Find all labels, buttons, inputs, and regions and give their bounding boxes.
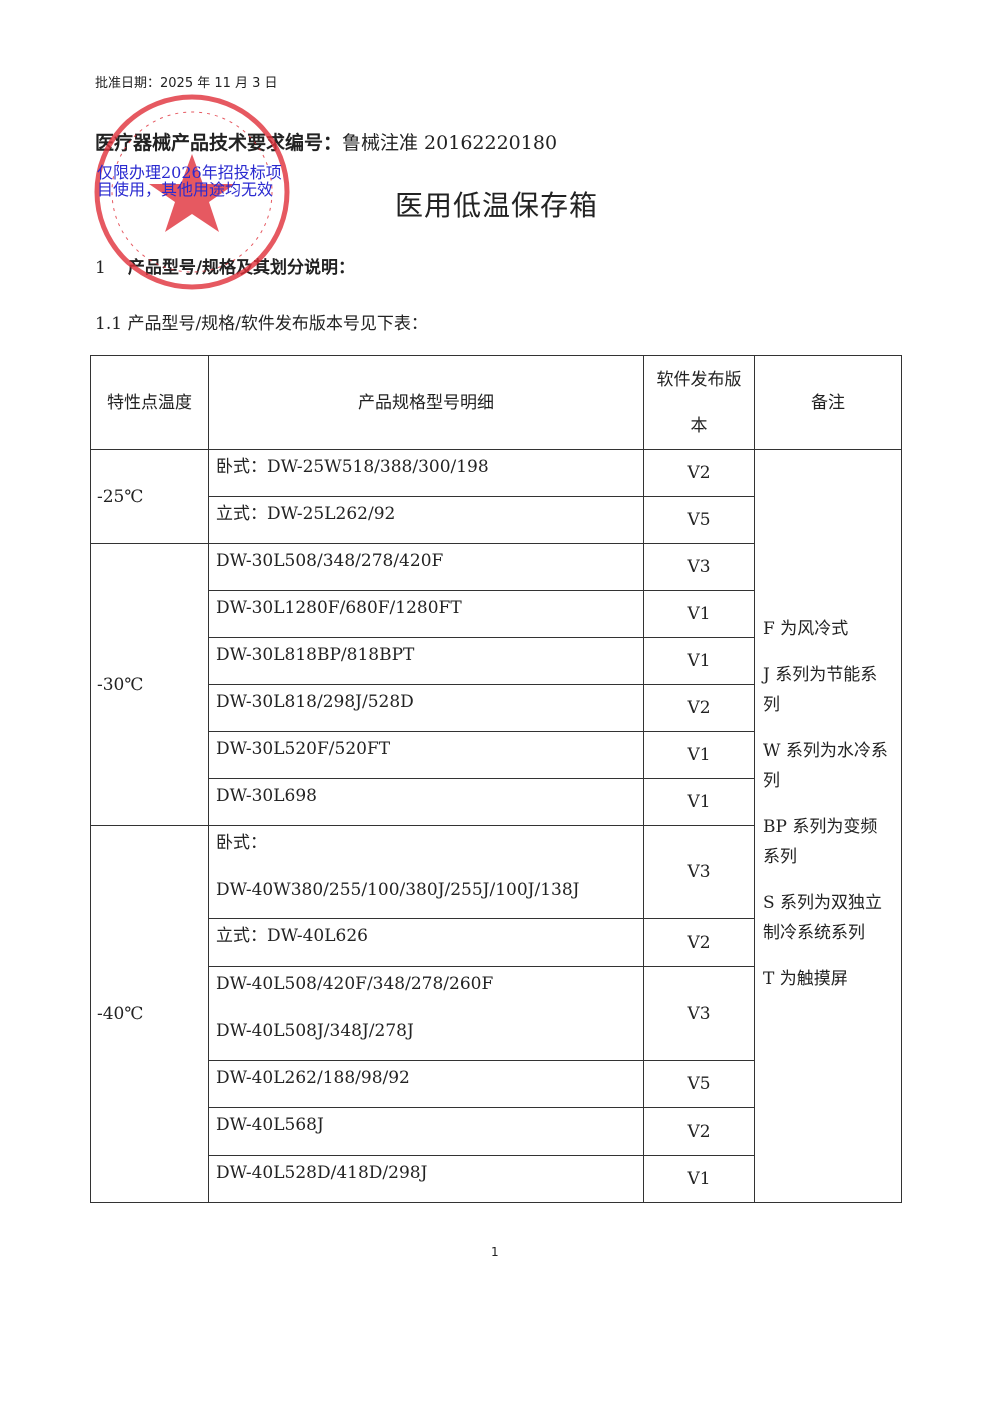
model-line: 立式：DW-40L626 <box>216 926 368 946</box>
page-number: 1 <box>491 1245 499 1259</box>
version-cell: V3 <box>643 825 755 919</box>
model-cell: DW-30L818/298J/528D <box>208 684 644 732</box>
temperature-cell: -30℃ <box>90 543 209 826</box>
model-line: 卧式：DW-25W518/388/300/198 <box>216 457 489 477</box>
temperature-cell: -25℃ <box>90 449 209 544</box>
table-row: -30℃ DW-30L508/348/278/420F V3 <box>90 543 902 826</box>
table-row: DW-40L262/188/98/92 V5 <box>91 1060 902 1108</box>
model-cell: DW-30L698 <box>208 778 644 826</box>
table-row: -40℃ 卧式： DW-40W380/255/100/380J/255J/100J/… <box>90 825 902 1203</box>
model-cell: 立式：DW-25L262/92 <box>208 496 644 544</box>
table-row: DW-30L698 V1 <box>91 778 902 826</box>
model-cell: DW-40L508/420F/348/278/260F DW-40L508J/34… <box>208 966 644 1061</box>
table-row: -25℃ 卧式：DW-25W518/388/300/198 V2 F 为风冷式 J 系列… <box>90 449 902 1203</box>
version-cell: V2 <box>643 684 755 732</box>
model-cell: DW-30L818BP/818BPT <box>208 637 644 685</box>
version-cell: V1 <box>643 590 755 638</box>
header-temperature: 特性点温度 <box>90 355 209 450</box>
usage-restriction-note: 仅限办理2026年招投标项 目使用，其他用途均无效 <box>97 164 297 198</box>
version-cell: V5 <box>643 1060 755 1108</box>
model-cell: DW-40L568J <box>208 1107 644 1156</box>
header-version: 软件发布版本 <box>643 355 755 450</box>
version-cell: V2 <box>643 449 755 497</box>
model-cell: 卧式： DW-40W380/255/100/380J/255J/100J/138J <box>208 825 644 919</box>
remark-item: W 系列为水冷系列 <box>763 741 888 791</box>
model-line: DW-30L698 <box>216 786 317 806</box>
table-row: DW-40L508/420F/348/278/260F DW-40L508J/34… <box>91 966 902 1061</box>
tech-requirement-number: 医疗器械产品技术要求编号：鲁械注准 20162220180 <box>95 128 557 155</box>
remark-item: F 为风冷式 <box>763 619 849 639</box>
document-title: 医用低温保存箱 <box>395 189 599 222</box>
table-row: 立式：DW-25L262/92 V5 <box>91 496 902 544</box>
model-cell: DW-40L528D/418D/298J <box>208 1155 644 1203</box>
table-row: DW-40L528D/418D/298J V1 <box>91 1155 902 1203</box>
section-1-heading: 1 产品型号/规格及其划分说明： <box>95 253 355 278</box>
model-cell: DW-30L508/348/278/420F <box>208 543 644 591</box>
model-line: DW-30L818BP/818BPT <box>216 645 415 665</box>
model-line: DW-30L818/298J/528D <box>216 692 414 712</box>
version-cell: V1 <box>643 1155 755 1203</box>
model-cell: DW-30L520F/520FT <box>208 731 644 779</box>
tech-req-value: 鲁械注准 20162220180 <box>342 132 558 154</box>
model-cell: DW-40L262/188/98/92 <box>208 1060 644 1108</box>
section-1-1-heading: 1.1 产品型号/规格/软件发布版本号见下表： <box>95 314 428 334</box>
model-line: DW-30L508/348/278/420F <box>216 551 444 571</box>
version-cell: V2 <box>643 918 755 967</box>
model-line: DW-40L528D/418D/298J <box>216 1163 428 1183</box>
version-cell: V2 <box>643 1107 755 1156</box>
table-row: DW-30L520F/520FT V1 <box>91 731 902 779</box>
model-line: DW-30L1280F/680F/1280FT <box>216 598 462 618</box>
remark-item: BP 系列为变频系列 <box>763 817 878 867</box>
header-remarks: 备注 <box>754 355 902 450</box>
version-cell: V1 <box>643 637 755 685</box>
model-line: DW-30L520F/520FT <box>216 739 391 759</box>
table-row: DW-30L818/298J/528D V2 <box>91 684 902 732</box>
model-cell: DW-30L1280F/680F/1280FT <box>208 590 644 638</box>
temperature-cell: -40℃ <box>90 825 209 1203</box>
note-line-1: 仅限办理2026年招投标项 <box>97 163 282 182</box>
remark-item: S 系列为双独立制冷系统系列 <box>763 893 883 943</box>
model-line: DW-40L568J <box>216 1115 324 1135</box>
version-cell: V5 <box>643 496 755 544</box>
model-line: 卧式： <box>216 833 267 853</box>
version-cell: V3 <box>643 543 755 591</box>
tech-req-label: 医疗器械产品技术要求编号： <box>95 132 343 154</box>
version-cell: V1 <box>643 731 755 779</box>
header-model: 产品规格型号明细 <box>208 355 644 450</box>
model-line: 立式：DW-25L262/92 <box>216 504 396 524</box>
version-cell: V1 <box>643 778 755 826</box>
remark-item: T 为触摸屏 <box>763 969 848 989</box>
product-spec-table: 特性点温度 产品规格型号明细 软件发布版本 备注 -25℃ 卧式：DW-25W51… <box>90 355 902 1203</box>
note-line-2: 目使用，其他用途均无效 <box>97 180 274 199</box>
section-text: 产品型号/规格及其划分说明： <box>127 258 356 278</box>
remark-item: J 系列为节能系列 <box>763 665 878 715</box>
model-line: DW-40L508J/348J/278J <box>216 1021 414 1041</box>
table-row: DW-30L818BP/818BPT V1 <box>91 637 902 685</box>
remarks-cell: F 为风冷式 J 系列为节能系列 W 系列为水冷系列 BP 系列为变频系列 S 系列为双… <box>754 449 902 1203</box>
version-cell: V3 <box>643 966 755 1061</box>
table-row: DW-40L568J V2 <box>91 1107 902 1156</box>
section-number: 1 <box>95 258 106 278</box>
model-cell: 卧式：DW-25W518/388/300/198 <box>208 449 644 497</box>
header-version-label: 软件发布版本 <box>656 369 742 436</box>
approval-date: 批准日期：2025 年 11 月 3 日 <box>95 76 278 91</box>
model-line: DW-40W380/255/100/380J/255J/100J/138J <box>216 880 580 900</box>
model-cell: 立式：DW-40L626 <box>208 918 644 967</box>
model-line: DW-40L262/188/98/92 <box>216 1068 410 1088</box>
model-line: DW-40L508/420F/348/278/260F <box>216 974 494 994</box>
table-header-row: 特性点温度 产品规格型号明细 软件发布版本 备注 <box>90 355 902 450</box>
